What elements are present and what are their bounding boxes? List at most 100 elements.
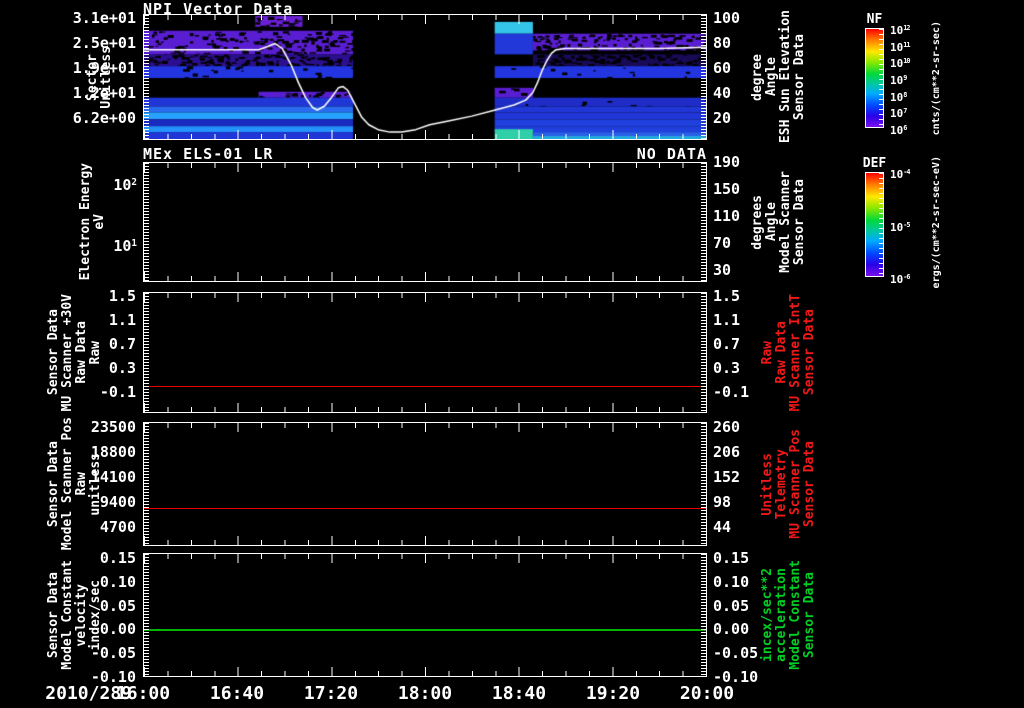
axis-label-line: acceleration: [774, 568, 789, 662]
date-label: 2010/289: [45, 683, 132, 704]
tick-label: 0.7: [108, 335, 136, 353]
x-tick-marks: [144, 536, 706, 545]
tick-label: 108: [890, 90, 907, 104]
axis-label-line: Model Constant: [60, 560, 75, 670]
tick-label: 109: [890, 73, 907, 87]
panel2-left-axis-label: Electron Energy eV: [56, 162, 130, 282]
y-tick-marks: [701, 423, 706, 545]
axis-label-line: Raw Data: [74, 321, 89, 384]
axis-label-line: eV: [92, 214, 107, 230]
def-colorbar-units: ergs/(cm**2-sr-sec-eV): [924, 156, 948, 288]
panel2-right-axis-label: degrees Angle Model Scanner Sensor Data: [748, 162, 810, 282]
tick-label: 110: [713, 207, 741, 225]
panel5-right-axis-label: incex/sec**2 acceleration Model Constant Se…: [756, 553, 822, 677]
axis-label-line: index/sec: [88, 579, 103, 651]
tick-label: 0.10: [713, 572, 750, 591]
tick-label: 0.10: [99, 572, 136, 591]
axis-label-line: MU Scanner Pos: [788, 429, 803, 539]
nf-colorbar-units: cnts/(cm**2-sr-sec): [924, 21, 948, 135]
tick-label: 0.3: [108, 359, 136, 377]
axis-label-line: Telemetry: [774, 448, 789, 520]
x-tick-marks: [144, 163, 706, 172]
axis-label-line: Sensor Data: [792, 178, 807, 266]
axis-label-line: Sensor Data: [802, 571, 817, 659]
tick-label: 44: [713, 518, 732, 536]
y-tick-marks: [701, 554, 706, 676]
axis-label-line: Raw: [88, 340, 103, 365]
axis-label-line: Sensor Data: [802, 309, 817, 396]
tick-label: -0.10: [90, 667, 136, 686]
axis-label-line: ESH Sun Elevation: [778, 10, 793, 144]
x-tick-marks: [144, 667, 706, 676]
axis-label-line: Raw Data: [774, 321, 789, 384]
tick-label: 10-5: [890, 220, 910, 234]
axis-label-line: Sensor Data: [46, 571, 61, 659]
tick-label: 150: [713, 180, 741, 198]
x-axis-label: 17:20: [303, 683, 359, 704]
y-tick-marks: [701, 293, 706, 412]
tick-label: 0.00: [99, 620, 136, 639]
tick-label: 98: [713, 493, 732, 511]
axis-label-line: incex/sec**2: [760, 568, 775, 662]
x-axis-label: 18:00: [397, 683, 453, 704]
nf-colorbar-title: NF: [866, 12, 883, 27]
tick-label: 0.05: [99, 596, 136, 615]
panel5-right-tick-labels: 0.15 0.10 0.05 0.00 -0.05 -0.10: [713, 549, 773, 686]
tick-label: 1012: [890, 23, 910, 37]
tick-label: 1.5: [108, 287, 136, 305]
panel-mu-scanner-30v: [143, 292, 707, 413]
tick-label: 20: [713, 109, 732, 127]
tick-label: 10-6: [890, 272, 910, 286]
tick-label: 18800: [90, 443, 136, 461]
axis-label-line: MU Scanner IntT: [788, 293, 803, 412]
green-data-line: [144, 629, 706, 631]
x-tick-marks: [144, 403, 706, 412]
axis-label-line: velocity: [74, 583, 89, 647]
spectrogram-canvas: [144, 15, 706, 139]
tick-label: 9400: [99, 493, 136, 511]
x-tick-marks: [144, 554, 706, 563]
panel3-right-tick-labels: 1.5 1.1 0.7 0.3 -0.1: [713, 287, 773, 401]
tick-label: 100: [713, 9, 741, 27]
tick-label: 2.5e+01: [72, 34, 136, 52]
red-data-line: [144, 507, 706, 510]
panel2-title: MEx ELS-01 LR: [143, 145, 274, 163]
x-axis-label: 19:20: [585, 683, 641, 704]
tick-label: 14100: [90, 468, 136, 486]
panel2-right-tick-labels: 190 150 110 70 30: [713, 153, 773, 279]
panel-npi-spectrogram: [143, 14, 707, 140]
panel4-left-axis-label: Sensor Data Model Scanner Pos Raw unitless: [20, 417, 130, 550]
panel1-left-axis-label: Sector Unitless: [70, 14, 130, 140]
panel1-right-axis-label: degree Angle ESH Sun Elevation Sensor Data: [748, 10, 810, 143]
def-units-text: ergs/(cm**2-sr-sec-eV): [930, 155, 942, 289]
panel5-left-axis-label: Sensor Data Model Constant velocity index/s…: [20, 553, 130, 677]
tick-label: 1011: [890, 40, 910, 54]
tick-label: 10-4: [890, 167, 910, 181]
red-data-line: [144, 385, 706, 388]
axis-label-line: Sector: [85, 53, 100, 101]
tick-label: 70: [713, 234, 732, 252]
tick-label: 0.15: [99, 549, 136, 567]
tick-label: 107: [890, 107, 907, 121]
axis-label-line: Sensor Data: [46, 309, 61, 396]
tick-label: 1.5: [713, 287, 741, 305]
x-tick-marks: [144, 293, 706, 302]
axis-label-line: Sensor Data: [46, 440, 61, 528]
tick-label: 60: [713, 59, 732, 77]
y-tick-marks: [144, 163, 149, 281]
panel-els-empty: [143, 162, 707, 282]
tick-label: -0.05: [90, 644, 136, 663]
panel4-right-axis-label: Unitless Telemetry MU Scanner Pos Sensor Da…: [756, 422, 822, 546]
panel3-right-axis-label: Raw Raw Data MU Scanner IntT Sensor Data: [756, 292, 822, 413]
tick-label: 1010: [890, 57, 910, 71]
tick-label: 0.3: [713, 359, 741, 377]
panel3-left-axis-label: Sensor Data MU Scanner +30V Raw Data Raw: [20, 292, 130, 413]
no-data-label: NO DATA: [636, 145, 707, 163]
tick-label: 6.2e+00: [72, 109, 136, 127]
panel1-title: NPI Vector Data: [143, 0, 294, 18]
tick-label: 30: [713, 261, 732, 279]
tick-label: -0.1: [99, 383, 136, 401]
tick-label: 206: [713, 443, 741, 461]
x-axis-label: 16:40: [209, 683, 265, 704]
